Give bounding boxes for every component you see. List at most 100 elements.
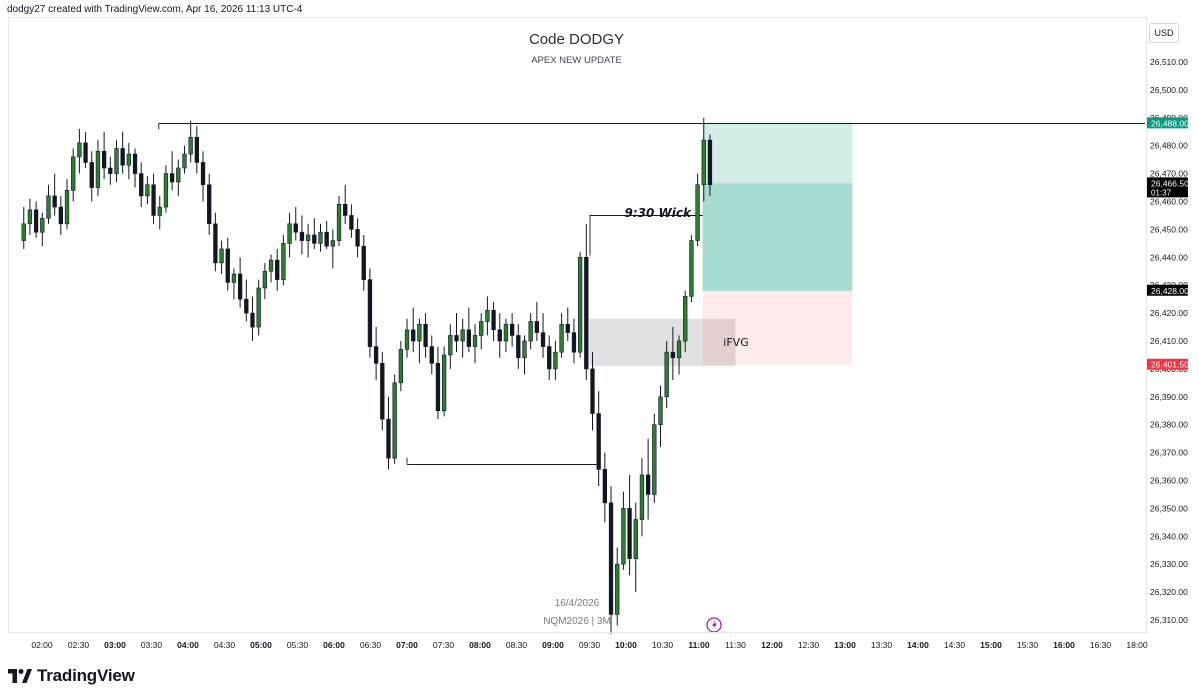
candle[interactable]	[101, 131, 107, 180]
candle[interactable]	[293, 207, 298, 241]
candle[interactable]	[157, 195, 162, 230]
candle[interactable]	[108, 156, 113, 185]
candle[interactable]	[565, 307, 570, 341]
candle[interactable]	[633, 502, 638, 593]
candle[interactable]	[509, 313, 515, 347]
candle[interactable]	[46, 184, 51, 224]
candle[interactable]	[275, 248, 280, 291]
candle[interactable]	[120, 131, 125, 174]
candle[interactable]	[207, 173, 212, 235]
candle[interactable]	[40, 212, 45, 247]
candle[interactable]	[95, 140, 101, 196]
candle[interactable]	[89, 151, 94, 202]
candle[interactable]	[386, 396, 391, 470]
candle[interactable]	[281, 234, 286, 286]
candle[interactable]	[429, 335, 434, 375]
candle[interactable]	[151, 173, 156, 224]
tradingview-logo[interactable]: TradingView	[8, 666, 135, 686]
candle[interactable]	[516, 324, 521, 369]
candle[interactable]	[404, 318, 410, 358]
candle[interactable]	[454, 313, 459, 353]
candle[interactable]	[639, 458, 645, 537]
candle[interactable]	[64, 179, 70, 230]
candle[interactable]	[318, 223, 323, 252]
candle[interactable]	[182, 145, 187, 174]
candle[interactable]	[590, 352, 595, 431]
candle[interactable]	[176, 159, 181, 196]
candle[interactable]	[349, 204, 354, 238]
candle[interactable]	[652, 413, 657, 503]
candle[interactable]	[441, 346, 447, 417]
candle[interactable]	[71, 148, 76, 202]
candle[interactable]	[231, 268, 237, 300]
candle[interactable]	[670, 327, 676, 381]
candle[interactable]	[225, 237, 230, 291]
stop-zone[interactable]	[702, 290, 853, 365]
candle[interactable]	[244, 279, 249, 322]
candle[interactable]	[695, 173, 700, 247]
candle[interactable]	[33, 201, 39, 238]
candle[interactable]	[676, 335, 682, 375]
candle[interactable]	[392, 374, 397, 464]
candle[interactable]	[188, 120, 193, 163]
candle[interactable]	[299, 215, 305, 255]
candle[interactable]	[373, 327, 379, 381]
candle[interactable]	[621, 491, 626, 570]
candle[interactable]	[27, 198, 33, 235]
candle[interactable]	[77, 128, 82, 174]
candle[interactable]	[367, 268, 373, 358]
candle[interactable]	[602, 452, 608, 523]
candle[interactable]	[658, 385, 663, 448]
candle[interactable]	[522, 335, 527, 375]
candle[interactable]	[219, 240, 224, 275]
candle[interactable]	[145, 176, 150, 205]
candle[interactable]	[497, 313, 502, 358]
candle[interactable]	[435, 346, 441, 420]
candle[interactable]	[380, 352, 385, 431]
candle[interactable]	[330, 229, 336, 269]
candle[interactable]	[608, 486, 614, 634]
candle[interactable]	[448, 324, 453, 369]
candle[interactable]	[466, 307, 472, 353]
candle[interactable]	[553, 341, 558, 381]
candle[interactable]	[139, 162, 144, 208]
wick-annotation[interactable]: 9:30 Wick	[625, 206, 692, 220]
candle[interactable]	[584, 223, 589, 381]
ifvg-label[interactable]: iFVG	[723, 336, 748, 349]
candle[interactable]	[577, 251, 583, 358]
candle[interactable]	[701, 117, 706, 202]
candle[interactable]	[528, 313, 533, 350]
candle[interactable]	[627, 474, 632, 576]
candle[interactable]	[126, 142, 131, 180]
candle[interactable]	[312, 218, 317, 249]
candle[interactable]	[664, 341, 669, 408]
candle[interactable]	[540, 313, 546, 358]
candle[interactable]	[615, 547, 620, 626]
candle[interactable]	[398, 341, 404, 392]
candle[interactable]	[114, 140, 119, 182]
candle[interactable]	[417, 318, 422, 364]
candle[interactable]	[213, 212, 218, 272]
candle[interactable]	[411, 307, 416, 353]
candle[interactable]	[491, 301, 496, 341]
candle[interactable]	[596, 391, 601, 487]
candle[interactable]	[479, 313, 484, 350]
candle[interactable]	[683, 290, 688, 353]
candle[interactable]	[503, 318, 509, 353]
candle[interactable]	[194, 126, 200, 174]
candle[interactable]	[83, 131, 88, 169]
candle[interactable]	[256, 279, 261, 336]
candle[interactable]	[472, 324, 478, 364]
candle[interactable]	[343, 184, 348, 224]
candle[interactable]	[534, 301, 540, 341]
candle[interactable]	[262, 262, 268, 300]
candle[interactable]	[645, 438, 651, 520]
candle[interactable]	[305, 223, 311, 258]
candle[interactable]	[559, 313, 564, 358]
candle[interactable]	[250, 296, 255, 341]
candle[interactable]	[200, 151, 206, 202]
candle[interactable]	[287, 212, 292, 258]
candle[interactable]	[355, 218, 360, 258]
candle[interactable]	[547, 335, 552, 381]
